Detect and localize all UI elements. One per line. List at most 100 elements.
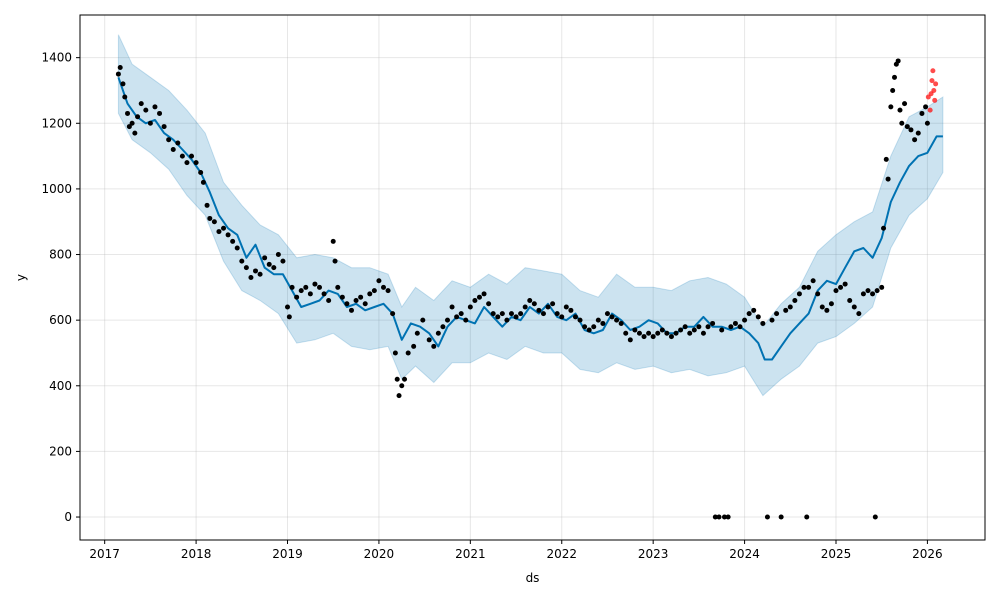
observed-point [184,160,190,166]
observed-point [806,284,812,290]
observed-point [586,327,592,333]
recent-point [932,97,938,103]
y-tick-label: 1000 [41,182,72,196]
observed-point [211,219,217,225]
observed-point [892,74,897,80]
observed-point [792,297,798,303]
observed-point [230,238,236,244]
observed-point [125,110,131,116]
observed-point [678,327,684,333]
observed-point [600,320,606,326]
observed-point [623,330,629,336]
x-tick-label: 2019 [272,547,303,561]
observed-point [321,291,327,297]
observed-point [504,317,510,323]
observed-point [179,153,185,159]
observed-point [161,124,167,130]
observed-point [262,255,268,261]
recent-point [931,87,937,93]
observed-point [700,330,706,336]
observed-point [879,284,885,290]
x-tick-label: 2023 [638,547,669,561]
observed-point [572,314,578,320]
observed-point [769,317,775,323]
observed-point [604,311,610,317]
observed-point [358,294,364,300]
observed-point [778,514,784,520]
observed-point [716,514,722,520]
observed-point [554,311,560,317]
observed-point [317,284,323,290]
y-axis-label: y [14,274,28,281]
observed-point [899,120,905,126]
observed-point [120,81,126,87]
x-tick-label: 2025 [821,547,852,561]
observed-point [815,291,821,297]
observed-point [394,376,400,382]
recent-point [927,107,933,113]
observed-point [687,330,693,336]
observed-point [399,383,405,389]
observed-point [614,317,620,323]
x-axis-label: ds [526,571,540,585]
observed-point [463,317,469,323]
observed-point [132,130,138,136]
observed-point [897,107,903,113]
observed-point [881,225,887,231]
recent-points [925,68,939,113]
observed-point [115,71,121,77]
observed-point [380,284,386,290]
uncertainty-band [117,34,944,397]
observed-point [385,288,391,294]
observed-point [518,311,524,317]
observed-point [819,304,825,310]
observed-point [454,314,460,320]
observed-point [371,288,377,294]
observed-point [915,130,921,136]
observed-point [563,304,569,310]
observed-point [595,317,601,323]
forecast-line [117,76,943,361]
observed-point [828,301,834,307]
observed-point [787,304,793,310]
y-tick-label: 600 [49,313,72,327]
observed-point [175,140,181,146]
y-tick-label: 1400 [41,51,72,65]
observed-point [135,114,141,120]
observed-point [286,314,292,320]
observed-point [847,297,853,303]
observed-point [243,265,249,271]
observed-point [746,311,752,317]
observed-point [481,291,487,297]
x-tick-label: 2026 [912,547,943,561]
observed-point [200,179,206,185]
observed-point [710,320,716,326]
uncertainty-band-area [117,34,944,397]
observed-point [495,314,501,320]
observed-point [632,327,638,333]
observed-point [344,301,350,307]
x-tick-label: 2021 [455,547,486,561]
observed-point [870,291,876,297]
observed-point [664,330,670,336]
observed-point [285,304,291,310]
forecast-series-line [117,76,943,361]
observed-point [696,324,702,330]
observed-point [582,324,588,330]
observed-point [207,215,213,221]
observed-point [431,343,437,349]
observed-point [774,311,780,317]
observed-point [353,297,359,303]
observed-point [755,314,761,320]
observed-point [646,330,652,336]
observed-point [691,327,697,333]
observed-point [719,327,725,333]
observed-point [908,127,914,133]
observed-point [420,317,426,323]
observed-point [138,101,144,107]
observed-point [216,229,222,235]
observed-point [655,330,661,336]
observed-point [170,147,176,153]
observed-point [126,124,132,130]
observed-point [143,107,149,113]
